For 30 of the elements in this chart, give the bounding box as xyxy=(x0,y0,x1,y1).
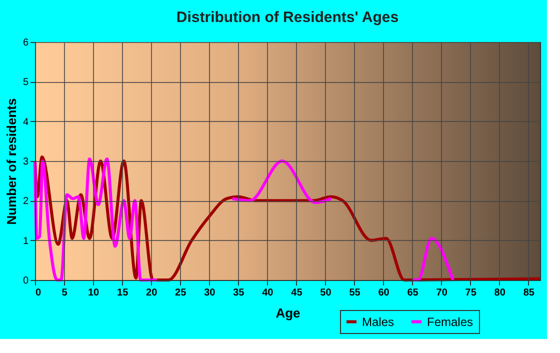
legend-label: Females xyxy=(427,314,474,329)
y-tick-label: 5 xyxy=(22,77,29,88)
x-tick-label: 5 xyxy=(62,288,68,298)
legend-label: Males xyxy=(362,314,394,329)
x-axis-title: Age xyxy=(276,306,300,320)
x-tick-label: 0 xyxy=(36,288,42,298)
y-tick-label: 2 xyxy=(22,196,29,208)
x-tick-label: 35 xyxy=(233,288,245,298)
y-tick-label: 0 xyxy=(22,276,29,286)
y-tick-label: 3 xyxy=(22,156,29,168)
x-tick-label: 30 xyxy=(204,288,216,298)
x-tick-label: 45 xyxy=(291,288,303,298)
x-tick-label: 50 xyxy=(320,288,332,298)
x-tick-label: 20 xyxy=(146,288,158,298)
x-tick-label: 65 xyxy=(407,288,419,298)
x-tick-label: 60 xyxy=(378,288,390,298)
x-tick-label: 85 xyxy=(523,288,535,298)
y-tick-label: 6 xyxy=(22,38,29,48)
x-tick-label: 25 xyxy=(175,288,187,298)
x-tick-label: 55 xyxy=(349,288,361,298)
x-tick-label: 40 xyxy=(262,288,274,298)
y-tick-label: 4 xyxy=(22,116,29,128)
x-tick-label: 15 xyxy=(117,288,129,298)
x-tick-label: 70 xyxy=(436,288,448,298)
x-tick-label: 10 xyxy=(88,288,100,298)
y-tick-label: 1 xyxy=(22,236,29,247)
y-axis-title: Number of residents xyxy=(4,98,19,225)
chart-title: Distribution of Residents' Ages xyxy=(176,9,399,26)
x-tick-label: 80 xyxy=(494,288,506,298)
x-tick-label: 75 xyxy=(465,288,477,298)
